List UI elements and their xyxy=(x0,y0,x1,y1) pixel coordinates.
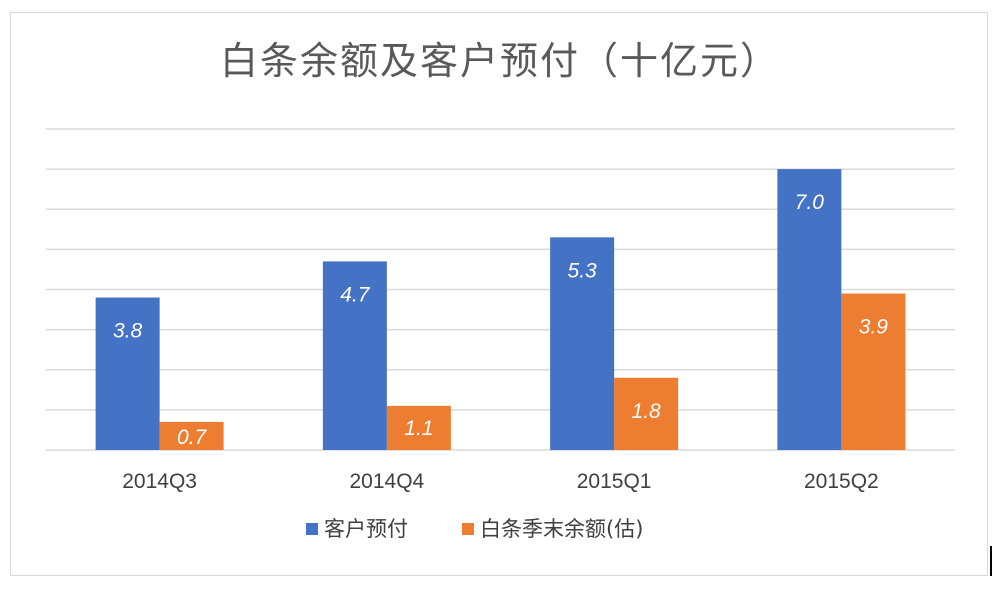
bar-customer-prepay xyxy=(95,297,160,450)
legend-label: 客户预付 xyxy=(324,517,408,541)
data-label: 4.7 xyxy=(340,283,371,306)
data-label: 1.1 xyxy=(404,417,433,440)
data-label: 3.9 xyxy=(859,316,889,339)
bar-baitiao-balance xyxy=(386,405,451,450)
legend-swatch xyxy=(306,523,318,535)
legend-swatch xyxy=(462,523,474,535)
data-label: 1.8 xyxy=(632,400,662,423)
bar-baitiao-balance xyxy=(841,293,906,450)
x-tick-label: 2015Q2 xyxy=(804,470,879,493)
bar-customer-prepay xyxy=(322,261,387,450)
legend-label: 白条季末余额(估) xyxy=(480,517,643,541)
data-label: 3.8 xyxy=(113,320,143,343)
bar-baitiao-balance xyxy=(159,421,224,450)
bar-customer-prepay xyxy=(550,237,615,450)
bar-customer-prepay xyxy=(777,169,842,450)
text-cursor xyxy=(990,546,992,576)
x-tick-label: 2014Q3 xyxy=(122,470,197,493)
chart-title: 白条余额及客户预付（十亿元） xyxy=(219,39,780,83)
data-label: 5.3 xyxy=(568,259,598,282)
data-label: 0.7 xyxy=(177,426,208,449)
bar-baitiao-balance xyxy=(614,377,679,450)
x-tick-label: 2015Q1 xyxy=(577,470,652,493)
data-label: 7.0 xyxy=(795,191,825,214)
x-tick-label: 2014Q4 xyxy=(350,470,425,493)
